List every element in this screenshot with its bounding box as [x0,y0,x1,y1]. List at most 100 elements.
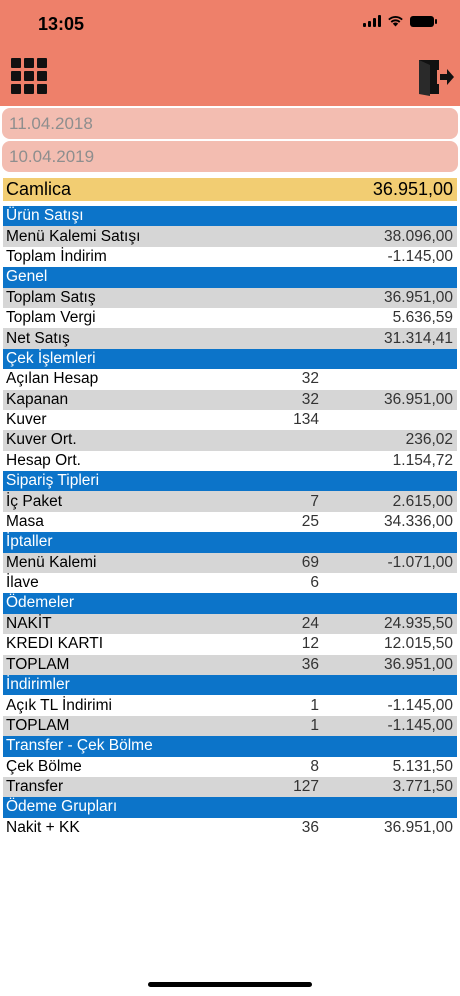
row-label: Transfer [6,778,64,796]
row-label: Çek Bölme [6,757,82,775]
row-count: 7 [310,492,319,510]
logout-icon[interactable] [417,58,455,96]
row-label: Toplam Vergi [6,309,96,327]
row-amount: -1.145,00 [387,696,454,714]
status-icons [363,15,437,27]
row-amount: 36.951,00 [384,655,453,673]
report-row: Açılan Hesap 32 [3,369,457,389]
row-label: Açılan Hesap [6,370,99,388]
row-amount: 24.935,50 [384,615,453,632]
row-label: Menü Kalemi Satışı [6,227,141,245]
app-header: 13:05 [0,0,460,106]
report-row: Toplam Vergi 5.636,59 [3,308,457,328]
row-label: TOPLAM [6,655,70,673]
row-amount: 36.951,00 [384,288,453,306]
row-amount: 36.951,00 [384,818,453,836]
row-amount: 5.131,50 [392,757,453,775]
report-row: NAKİT 24 24.935,50 [3,613,457,635]
row-label: Kuver [6,411,47,429]
report-row: İç Paket 7 2.615,00 [3,491,457,512]
report-row: Net Satış 31.314,41 [3,328,457,349]
row-label: Toplam İndirim [6,247,107,265]
branch-name: Camlica [6,179,72,199]
wifi-icon [388,16,403,27]
section-header: İptaller [3,532,457,553]
report-table: Ürün Satışı Menü Kalemi Satışı 38.096,00 To… [3,206,457,838]
report-row: Nakit + KK 36 36.951,00 [3,818,457,838]
row-amount: 2.615,00 [392,492,453,510]
row-count: 1 [310,696,319,714]
report-row: TOPLAM 36 36.951,00 [3,654,457,675]
report-row: TOPLAM 1 -1.145,00 [3,715,457,737]
section-header: Genel [3,267,457,288]
section-header: Ürün Satışı [3,206,457,227]
report-row: Menü Kalemi 69 -1.071,00 [3,552,457,574]
row-label: Menü Kalemi [6,553,97,571]
start-date-field[interactable]: 11.04.2018 [2,108,458,139]
section-header: İndirimler [3,674,457,696]
report-row: Kapanan 32 36.951,00 [3,389,457,410]
report-row: Toplam İndirim -1.145,00 [3,247,457,267]
cellular-signal-icon [363,15,381,27]
branch-summary-bar[interactable]: Camlica 36.951,00 [3,178,457,201]
row-label: İlave [6,574,39,592]
row-count: 6 [310,574,319,592]
row-count: 36 [301,818,319,836]
row-count: 134 [293,411,319,429]
status-time: 13:05 [38,14,85,34]
row-amount: 5.636,59 [392,309,453,327]
row-label: Nakit + KK [6,818,80,836]
row-count: 32 [301,390,319,408]
row-amount: 3.771,50 [392,778,453,796]
row-count: 36 [301,655,319,673]
row-amount: 38.096,00 [384,227,453,245]
row-amount: 36.951,00 [384,390,453,408]
report-row: Kuver Ort. 236,02 [3,430,457,451]
end-date-field[interactable]: 10.04.2019 [2,141,458,172]
row-amount: 236,02 [405,431,453,449]
report-row: Açık TL İndirimi 1 -1.145,00 [3,695,457,715]
row-label: KREDI KARTI [6,635,104,653]
menu-grid-button[interactable] [11,58,48,95]
row-count: 24 [301,615,319,632]
section-header: Ödemeler [3,593,457,614]
row-label: NAKİT [6,615,52,632]
section-header: Çek İşlemleri [3,348,457,370]
row-count: 25 [301,513,319,531]
row-amount: 1.154,72 [392,451,453,469]
row-label: Toplam Satış [6,288,96,306]
row-label: Kapanan [6,390,69,408]
row-count: 1 [310,716,319,734]
report-row: Masa 25 34.336,00 [3,512,457,532]
row-label: İç Paket [6,492,62,510]
battery-icon [410,15,437,27]
row-label: Net Satış [6,329,70,347]
report-row: İlave 6 [3,573,457,593]
report-row: Kuver 134 [3,410,457,430]
row-label: TOPLAM [6,716,70,734]
section-header: Ödeme Grupları [3,797,457,818]
section-header: Transfer - Çek Bölme [3,736,457,757]
row-label: Açık TL İndirimi [6,696,112,714]
report-row: Toplam Satış 36.951,00 [3,287,457,308]
report-row: KREDI KARTI 12 12.015,50 [3,634,457,654]
row-count: 69 [301,553,319,571]
row-label: Hesap Ort. [6,451,81,469]
report-row: Çek Bölme 8 5.131,50 [3,757,457,777]
report-row: Hesap Ort. 1.154,72 [3,451,457,471]
row-label: Masa [6,513,44,531]
row-amount: 12.015,50 [384,635,453,653]
row-count: 12 [301,635,319,653]
branch-total: 36.951,00 [372,179,453,199]
row-amount: 31.314,41 [384,329,453,347]
report-row: Menü Kalemi Satışı 38.096,00 [3,226,457,247]
row-count: 8 [310,757,319,775]
row-count: 32 [301,370,319,388]
report-row: Transfer 127 3.771,50 [3,776,457,798]
row-amount: -1.145,00 [387,716,454,734]
row-amount: -1.145,00 [387,247,454,265]
home-indicator [148,982,312,987]
row-label: Kuver Ort. [6,431,77,449]
row-count: 127 [293,778,319,796]
row-amount: -1.071,00 [387,553,454,571]
